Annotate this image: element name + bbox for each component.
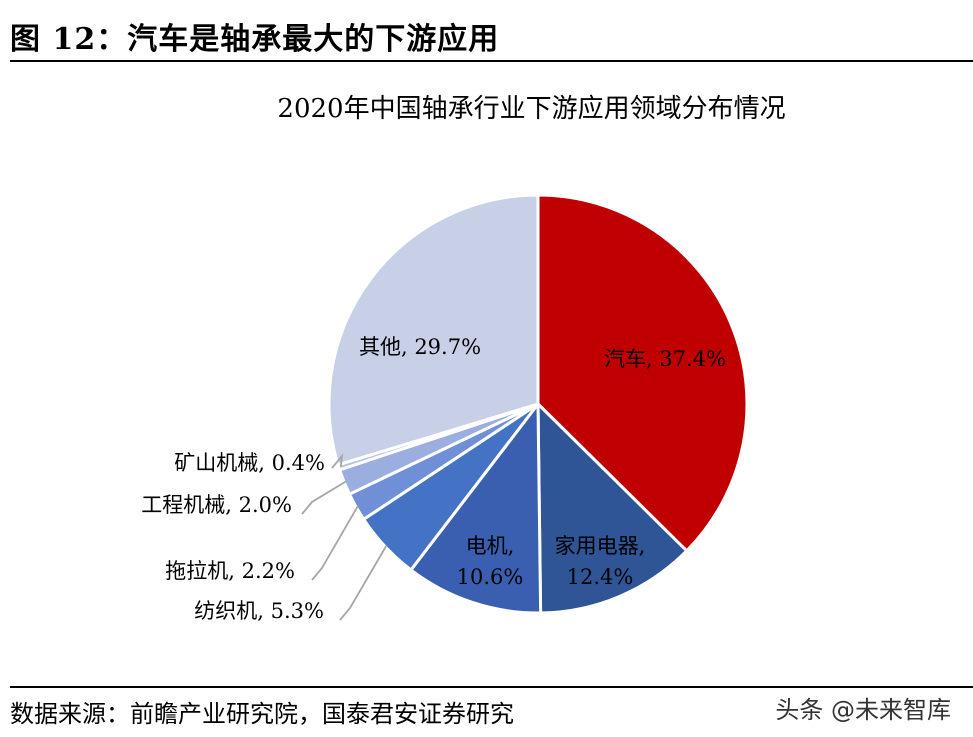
bottom-rule bbox=[10, 686, 973, 688]
leader-line-6 bbox=[301, 480, 347, 515]
slice-label-6: 工程机械, 2.0% bbox=[141, 493, 292, 517]
slice-label-4: 纺织机, 5.3% bbox=[194, 599, 324, 623]
top-rule bbox=[10, 60, 973, 62]
slice-label-3: 电机, 10.6% bbox=[457, 534, 524, 589]
slice-label-2: 家用电器, 12.4% bbox=[555, 534, 646, 589]
figure-title: 图 12：汽车是轴承最大的下游应用 bbox=[10, 22, 500, 57]
slice-label-5: 拖拉机, 2.2% bbox=[165, 559, 295, 583]
pie-slice-2 bbox=[536, 400, 689, 615]
pie-slice-3 bbox=[408, 399, 543, 615]
chart-title: 2020年中国轴承行业下游应用领域分布情况 bbox=[277, 94, 786, 124]
pie-slice-1 bbox=[536, 193, 749, 553]
leader-line-5 bbox=[311, 505, 359, 581]
slice-label-8: 其他, 29.7% bbox=[359, 335, 481, 359]
pie-slices bbox=[327, 193, 749, 615]
pie-slice-8 bbox=[327, 193, 540, 467]
leader-lines bbox=[301, 453, 388, 621]
leader-line-7 bbox=[331, 453, 344, 469]
leader-line-4 bbox=[339, 544, 388, 621]
slice-label-1: 汽车, 37.4% bbox=[604, 347, 726, 371]
watermark: 头条 @未来智库 bbox=[775, 696, 951, 724]
slice-label-7: 矿山机械, 0.4% bbox=[174, 451, 325, 475]
data-source: 数据来源：前瞻产业研究院，国泰君安证券研究 bbox=[10, 700, 514, 728]
slice-labels: 汽车, 37.4% 家用电器, 12.4% 电机, 10.6% 纺织机, 5.3% 拖拉机,… bbox=[141, 335, 726, 623]
